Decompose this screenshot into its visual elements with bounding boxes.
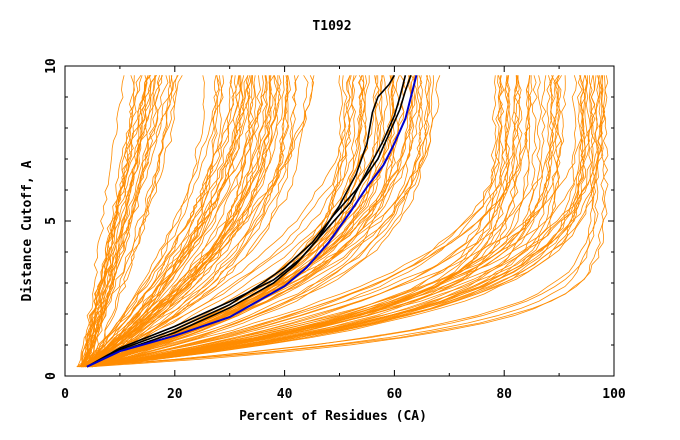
gdt-curve (83, 75, 370, 368)
gdt-curve (81, 75, 423, 368)
gdt-curve (81, 75, 348, 368)
gdt-curve (87, 75, 252, 367)
gdt-curve (88, 75, 218, 368)
gdt-curve (82, 75, 242, 367)
series-layer (76, 75, 609, 368)
gdt-curve (89, 75, 428, 368)
gdt-curve (81, 75, 205, 367)
gdt-curve (84, 75, 275, 367)
x-tick-label: 0 (61, 387, 69, 402)
gdt-curve (90, 75, 556, 368)
x-axis-label: Percent of Residues (CA) (239, 409, 427, 424)
gdt-curve (92, 75, 368, 368)
x-tick-label: 20 (167, 387, 183, 402)
x-tick-label: 100 (602, 387, 626, 402)
gdt-curve (88, 75, 220, 368)
gdt-curve (91, 75, 235, 368)
gdt-curve (78, 75, 268, 368)
highlight-curve (86, 75, 407, 368)
gdt-curve (80, 75, 135, 367)
gdt-curve (81, 75, 125, 367)
x-axis-ticks: 0 20 40 60 80 100 (61, 66, 626, 402)
gdt-curve (81, 75, 586, 368)
gdt-curve (90, 75, 552, 368)
gdt-curve (79, 75, 351, 368)
gdt-curve (89, 75, 297, 368)
gdt-curve (89, 75, 249, 367)
y-tick-label: 0 (44, 372, 59, 380)
gdt-curve (79, 75, 511, 368)
gdt-curve (82, 75, 178, 367)
gdt-curve (91, 75, 562, 368)
gdt-curve (86, 75, 603, 368)
gdt-curve (87, 75, 407, 368)
gdt-curve (82, 75, 517, 368)
gdt-curve (82, 75, 364, 368)
gdt-curve (84, 75, 424, 368)
gdt-curve (88, 75, 278, 367)
gdt-curve (88, 75, 596, 368)
gdt-curve (92, 75, 257, 368)
y-axis-ticks: 0 5 10 (44, 58, 614, 380)
gdt-curve (81, 75, 251, 368)
gdt-curve (82, 75, 156, 367)
gdt-curve (92, 75, 173, 367)
gdt-curve (86, 75, 278, 368)
gdt-curve (83, 75, 554, 368)
highlight-curve (86, 75, 412, 368)
gdt-curve (85, 75, 242, 368)
gdt-curve (87, 75, 309, 368)
gdt-curve (81, 75, 244, 368)
gdt-curve (82, 75, 379, 368)
gdt-curve (90, 75, 406, 368)
gdt-curve (82, 75, 593, 368)
gdt-curve (91, 75, 586, 368)
gdt-curve (82, 75, 511, 368)
gdt-curve (86, 75, 606, 368)
y-axis-label: Distance Cutoff, A (20, 160, 35, 301)
gdt-curve (82, 75, 164, 367)
gdt-curve (90, 75, 547, 368)
gdt-curve (93, 75, 282, 368)
gdt-curve (86, 75, 315, 367)
y-tick-label: 5 (44, 217, 59, 225)
gdt-curve (77, 75, 366, 368)
x-tick-label: 40 (277, 387, 293, 402)
gdt-curve (88, 75, 143, 367)
highlight-layer (86, 74, 418, 368)
gdt-curve (81, 75, 384, 368)
x-tick-label: 60 (387, 387, 403, 402)
gdt-curve (88, 75, 148, 367)
gdt-curve (87, 75, 430, 368)
gdt-curve (83, 75, 594, 368)
gdt-curve (77, 75, 151, 367)
gdt-curve (91, 75, 606, 368)
gdt-curve (91, 75, 533, 368)
gdt-curve (84, 75, 560, 368)
gdt-curve (80, 75, 600, 368)
x-tick-label: 80 (496, 387, 512, 402)
gdt-curve (89, 75, 291, 368)
gdt-curve (79, 75, 521, 368)
gdt-curve (78, 75, 289, 368)
gdt-curve (85, 75, 497, 368)
gdt-curve (83, 75, 149, 367)
best-curve (86, 75, 418, 368)
gdt-curve (76, 75, 531, 368)
gdt-curve (90, 75, 272, 367)
gdt-curve (88, 75, 285, 367)
gdt-curve (86, 75, 600, 368)
y-tick-label: 10 (44, 58, 59, 74)
gdt-curve (92, 75, 509, 368)
chart-title: T1092 (312, 19, 351, 34)
gdt-curve (80, 75, 609, 368)
